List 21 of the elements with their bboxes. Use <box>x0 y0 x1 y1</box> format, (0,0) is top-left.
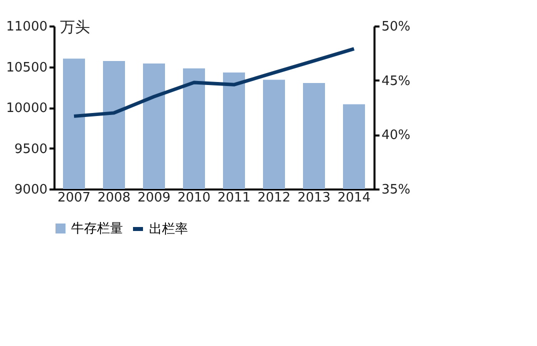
legend-label: 牛存栏量 <box>71 222 123 236</box>
y-tick-label: 11000 <box>6 20 48 34</box>
y-tick-label: 9000 <box>14 182 48 198</box>
line-series <box>72 47 356 118</box>
y-tick-label: 10000 <box>6 101 48 116</box>
y-axis-title: 万头 <box>60 18 90 36</box>
x-tick-label: 2010 <box>177 190 211 206</box>
y2-tick-label: 35% <box>382 182 410 198</box>
y2-tick-label: 45% <box>382 74 410 89</box>
x-tick-label: 2014 <box>337 190 371 206</box>
x-tick-label: 2011 <box>217 190 251 206</box>
y-tick-label: 10500 <box>6 60 48 76</box>
x-tick-label: 2013 <box>297 190 331 206</box>
legend-label: 出栏率 <box>149 221 188 237</box>
x-tick-label: 2012 <box>257 190 291 206</box>
y2-tick-label: 50% <box>382 20 410 34</box>
x-tick-label: 2007 <box>57 190 91 206</box>
y2-tick-label: 40% <box>382 128 410 144</box>
y-tick-label: 9500 <box>14 142 48 157</box>
x-tick-label: 2008 <box>97 190 131 206</box>
x-tick-label: 2009 <box>137 190 171 206</box>
